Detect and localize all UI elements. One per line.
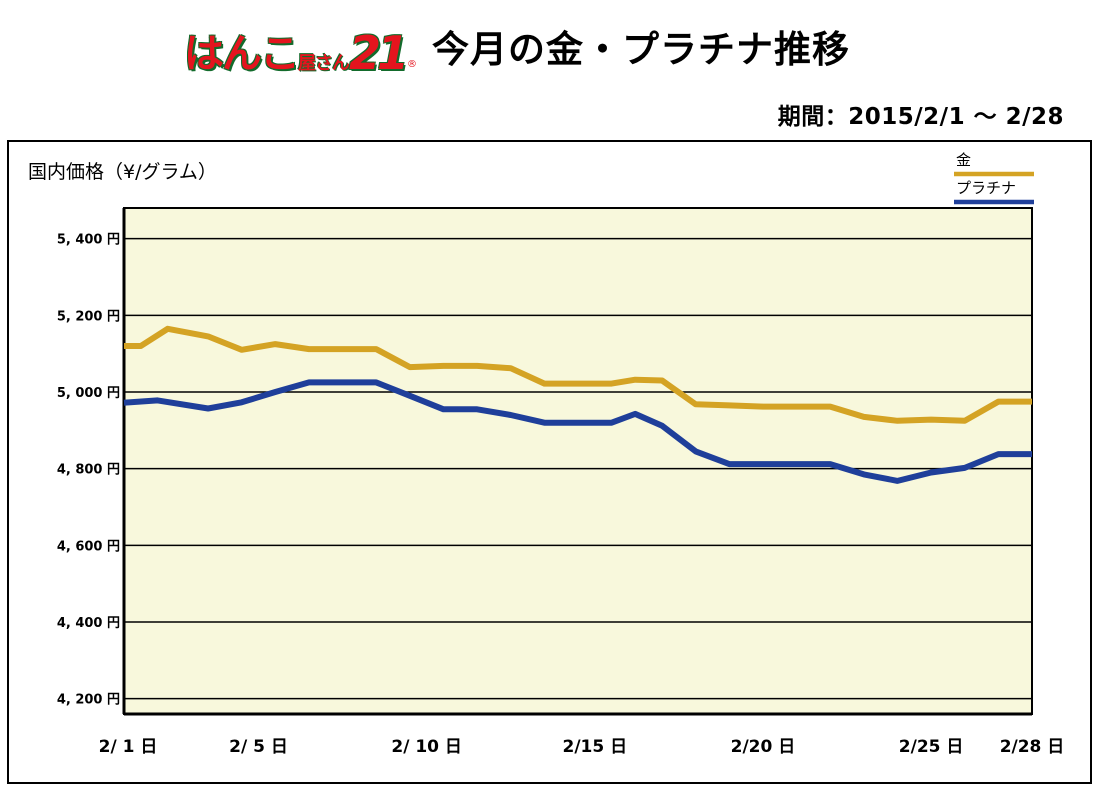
logo-sub-text: 屋さん [298, 53, 350, 74]
x-tick-label: 2/ 10 日 [391, 737, 462, 757]
header: はんこ 屋さん 21 ® 今月の金・プラチナ推移 [0, 0, 1100, 92]
x-axis: 2/ 1 日 2/ 5 日 2/ 10 日 2/15 日 2/20 日 2/25 日 2/2… [99, 737, 1065, 757]
y-axis: 5, 400 円 5, 200 円 5, 000 円 4, 800 円 4, 600 円… [57, 233, 1032, 708]
y-tick-label: 4, 200 円 [57, 693, 120, 708]
logo-main-text: はんこ [184, 31, 300, 77]
series-line-platinum [123, 379, 1032, 484]
y-tick-label: 4, 400 円 [57, 616, 120, 631]
series-line-gold [124, 325, 1032, 424]
legend-label: プラチナ [956, 179, 1016, 197]
brand-logo: はんこ 屋さん 21 ® [184, 20, 417, 80]
x-tick-label: 2/25 日 [899, 737, 964, 757]
plot-area [122, 207, 1033, 716]
logo-number: 21 [349, 26, 409, 80]
period-label: 期間：2015/2/1 〜 2/28 [777, 104, 1064, 130]
page-title: 今月の金・プラチナ推移 [432, 28, 850, 71]
x-tick-label: 2/28 日 [1000, 737, 1065, 757]
x-tick-label: 2/ 5 日 [229, 737, 288, 757]
x-tick-label: 2/ 1 日 [99, 737, 158, 757]
series-lines [123, 325, 1032, 484]
x-tick-label: 2/15 日 [563, 737, 628, 757]
y-tick-label: 5, 000 円 [57, 386, 120, 401]
plot-background [123, 207, 1033, 715]
y-tick-label: 5, 400 円 [57, 233, 120, 248]
y-axis-label: 国内価格（¥/グラム） [28, 161, 217, 183]
y-tick-label: 4, 600 円 [57, 539, 120, 554]
x-tick-label: 2/20 日 [731, 737, 796, 757]
legend-label: 金 [956, 151, 971, 169]
y-tick-label: 5, 200 円 [57, 309, 120, 324]
y-tick-label: 4, 800 円 [57, 463, 120, 478]
registered-mark: ® [407, 59, 418, 70]
